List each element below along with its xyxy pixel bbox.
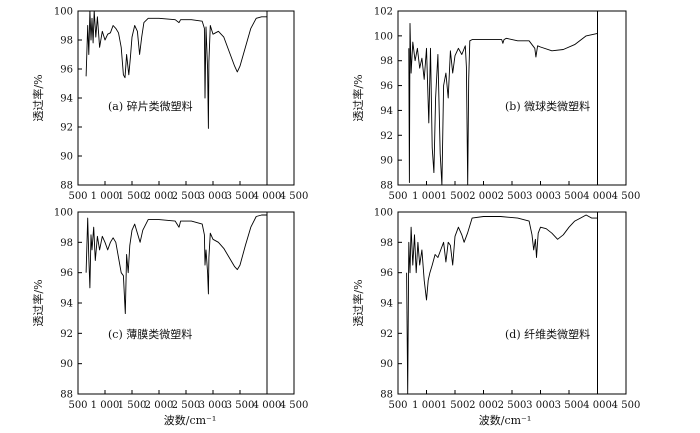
y-tick-label: 88	[380, 390, 393, 401]
x-tick-label: 3 500	[226, 400, 255, 411]
x-tick-label: 4 500	[280, 191, 309, 202]
x-tick-label: 1 500	[441, 400, 470, 411]
y-tick-label: 100	[54, 208, 73, 219]
y-tick-label: 98	[60, 36, 73, 47]
x-tick-label: 3 000	[199, 400, 228, 411]
x-tick-label: 2 500	[498, 400, 527, 411]
x-tick-label: 1 000	[412, 400, 441, 411]
spectrum-line-d	[406, 214, 598, 395]
x-tick-label: 500	[388, 191, 407, 202]
y-tick-label: 96	[60, 268, 73, 279]
x-tick-label: 2 500	[498, 191, 527, 202]
chart-panel-d: 500 1 000 1 500 2 000 2 500 3 000 3 500 4 000 4 …	[351, 208, 640, 412]
panel-label-b: (b) 微球类微塑料	[505, 99, 590, 113]
y-tick-label: 88	[380, 181, 393, 192]
y-tick-label: 98	[60, 238, 73, 249]
x-tick-label: 1 000	[91, 400, 120, 411]
panel-label-c: (c) 薄膜类微塑料	[108, 327, 192, 341]
plot-frame	[397, 10, 627, 186]
plot-frame	[397, 211, 627, 395]
x-tick-label: 4 000	[583, 191, 612, 202]
x-tick-label: 1 500	[118, 191, 147, 202]
x-tick-label: 4 000	[253, 400, 282, 411]
y-tick-label: 96	[380, 81, 393, 92]
x-tick-label: 500	[68, 191, 87, 202]
x-tick-label: 2 000	[145, 400, 174, 411]
y-tick-label: 100	[374, 208, 393, 219]
y-tick-label: 96	[60, 65, 73, 76]
y-tick-label: 90	[380, 156, 393, 167]
x-tick-label: 500	[68, 400, 87, 411]
x-tick-label: 4 500	[280, 400, 309, 411]
y-tick-label: 94	[60, 94, 73, 105]
x-tick-label: 2 500	[172, 191, 201, 202]
y-tick-label: 90	[380, 359, 393, 370]
x-tick-label: 3 000	[526, 400, 555, 411]
plot-frame	[77, 211, 295, 395]
x-tick-label: 1 000	[91, 191, 120, 202]
x-tick-label: 2 000	[469, 191, 498, 202]
panel-label-d: (d) 纤维类微塑料	[505, 327, 590, 341]
x-tick-label: 2 500	[172, 400, 201, 411]
y-tick-label: 92	[60, 123, 73, 134]
y-tick-label: 94	[380, 106, 393, 117]
x-tick-label: 3 500	[226, 191, 255, 202]
y-tick-label: 88	[60, 181, 73, 192]
panel-label-a: (a) 碎片类微塑料	[108, 99, 193, 113]
x-tick-label: 1 500	[118, 400, 147, 411]
y-tick-label: 92	[380, 131, 393, 142]
y-tick-label: 94	[380, 299, 393, 310]
spectrum-line-a	[85, 10, 267, 129]
x-tick-label: 4 500	[612, 400, 641, 411]
x-tick-label: 2 000	[469, 400, 498, 411]
y-tick-label: 100	[54, 7, 73, 18]
x-tick-label: 1 000	[412, 191, 441, 202]
y-axis-title: 透过率/%	[351, 279, 365, 326]
y-tick-label: 100	[374, 31, 393, 42]
plot-frame	[77, 10, 295, 186]
y-tick-label: 102	[374, 7, 393, 18]
y-axis-title: 透过率/%	[31, 74, 45, 121]
y-tick-label: 92	[380, 329, 393, 340]
spectrum-line-c	[85, 214, 267, 315]
chart-panel-b: 500 1 000 1 500 2 000 2 500 3 000 3 500 4 000 4 …	[351, 7, 640, 203]
x-axis-title: 波数/cm⁻¹	[479, 414, 532, 427]
x-tick-label: 4 000	[583, 400, 612, 411]
x-tick-label: 4 500	[612, 191, 641, 202]
y-tick-label: 90	[60, 152, 73, 163]
y-tick-label: 88	[60, 390, 73, 401]
x-tick-label: 3 500	[555, 400, 584, 411]
x-tick-label: 3 000	[526, 191, 555, 202]
x-tick-label: 500	[388, 400, 407, 411]
x-axis-title: 波数/cm⁻¹	[164, 414, 217, 427]
y-tick-label: 98	[380, 56, 393, 67]
y-tick-label: 90	[60, 359, 73, 370]
y-axis-title: 透过率/%	[31, 279, 45, 326]
y-tick-label: 94	[60, 299, 73, 310]
y-tick-label: 92	[60, 329, 73, 340]
x-tick-label: 1 500	[441, 191, 470, 202]
spectrum-line-b	[408, 22, 598, 186]
x-tick-label: 3 500	[555, 191, 584, 202]
y-axis-title: 透过率/%	[351, 74, 365, 121]
x-tick-label: 4 000	[253, 191, 282, 202]
x-tick-label: 3 000	[199, 191, 228, 202]
y-tick-label: 96	[380, 268, 393, 279]
x-tick-label: 2 000	[145, 191, 174, 202]
y-tick-label: 98	[380, 238, 393, 249]
